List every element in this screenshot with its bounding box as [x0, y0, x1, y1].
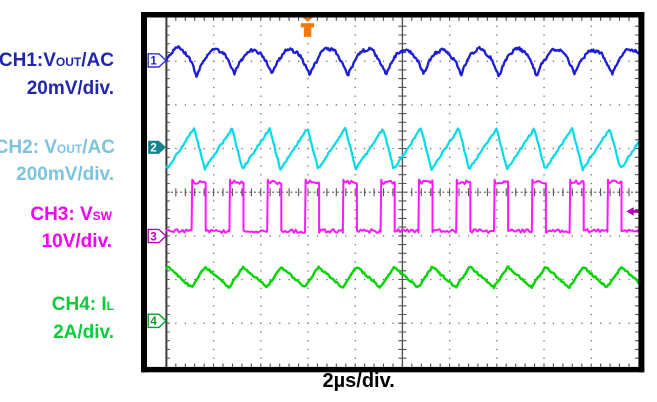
svg-text:2: 2 [150, 143, 156, 155]
svg-text:3: 3 [150, 231, 156, 243]
svg-text:1: 1 [150, 56, 157, 68]
svg-text:4: 4 [150, 316, 157, 328]
